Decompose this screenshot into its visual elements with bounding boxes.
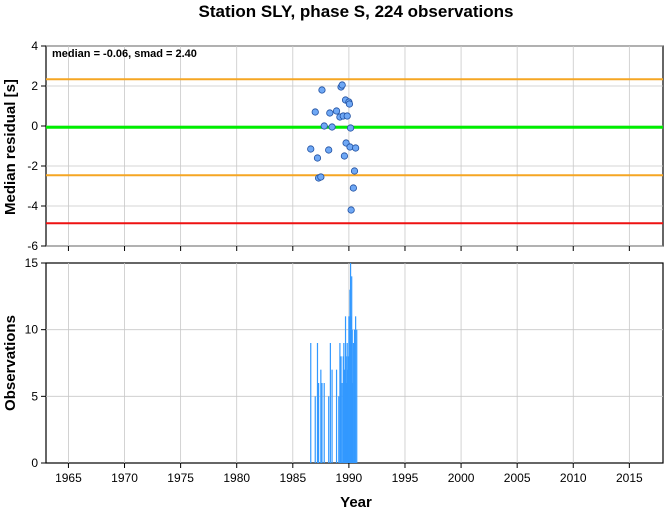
residual-point [345,100,354,108]
x-tick-label: 1970 [111,471,138,485]
observation-bar [353,329,356,463]
residual-point [338,81,346,89]
observations-y-axis-label: Observations [2,315,19,411]
x-tick-label: 2000 [448,471,475,485]
y-tick-label: 0 [31,119,38,133]
x-tick-label: 1995 [392,471,419,485]
observations-x-ticks: 1965 1970 1975 1980 1985 1990 1995 2000 2005 2010… [55,463,643,485]
stats-annotation: median = -0.06, smad = 2.40 [52,48,197,60]
observation-bar [355,316,357,463]
residual-point [347,206,355,214]
residual-point [328,123,336,131]
x-tick-label: 2010 [560,471,587,485]
observation-bar [321,383,323,463]
residual-point [307,145,315,153]
residual-point [326,109,334,117]
residual-point [311,108,319,116]
x-tick-label: 1965 [55,471,82,485]
x-tick-label: 1985 [279,471,306,485]
chart-title: Station SLY, phase S, 224 observations [199,2,514,21]
observation-bar [318,383,320,463]
observation-bar [331,369,333,463]
residual-points [307,81,360,214]
residual-point [318,86,326,94]
x-tick-label: 2005 [504,471,531,485]
residual-point [332,107,341,115]
y-tick-label: 2 [31,79,38,93]
residual-point [320,122,328,130]
y-tick-label: 0 [31,456,38,470]
residual-point [350,167,359,175]
residual-point [313,154,322,162]
observation-bar [339,343,341,463]
residual-y-ticks: 4 2 0 -2 -4 -6 [27,39,46,253]
observation-bar [335,369,338,463]
observation-bar [316,343,319,463]
observations-y-ticks: 0 5 10 15 [25,256,46,470]
x-tick-label: 1975 [167,471,194,485]
residual-x-ticks [67,246,630,251]
observation-bar [328,396,330,463]
observation-bars [310,263,358,463]
residual-point [317,173,325,181]
observation-bar [343,369,346,463]
residual-point [325,146,333,154]
observation-bar [341,383,343,463]
observation-bar [323,383,325,463]
observation-bar [310,343,312,463]
observation-bar [329,343,331,463]
observation-bar [314,396,316,463]
x-axis-label: Year [340,494,372,511]
residual-point [352,144,360,152]
y-tick-label: 4 [31,39,38,53]
residual-point [343,112,351,120]
reference-lines [46,78,663,225]
y-tick-label: -2 [27,159,38,173]
x-tick-label: 1990 [336,471,363,485]
x-tick-label: 1980 [223,471,250,485]
observation-bar [352,343,354,463]
observations-panel: 0 5 10 15 1965 1970 1975 1980 1985 1990 1995 2000 2… [2,256,664,511]
y-tick-label: 10 [25,323,39,337]
observation-bar [340,356,342,463]
residual-point [346,124,355,132]
residual-panel: 4 2 0 -2 -4 -6 median = -0.06, smad = 2.40 Me… [2,39,664,253]
y-tick-label: -4 [27,199,38,213]
observation-bar [338,396,340,463]
residual-y-axis-label: Median residual [s] [2,79,19,215]
residual-grid [46,45,663,247]
observation-bar [320,369,322,463]
observation-bar [356,329,358,463]
x-tick-label: 2015 [616,471,643,485]
y-tick-label: 5 [31,389,38,403]
y-tick-label: -6 [27,239,38,253]
residual-point [349,184,357,192]
y-tick-label: 15 [25,256,39,270]
residual-point [340,152,349,160]
